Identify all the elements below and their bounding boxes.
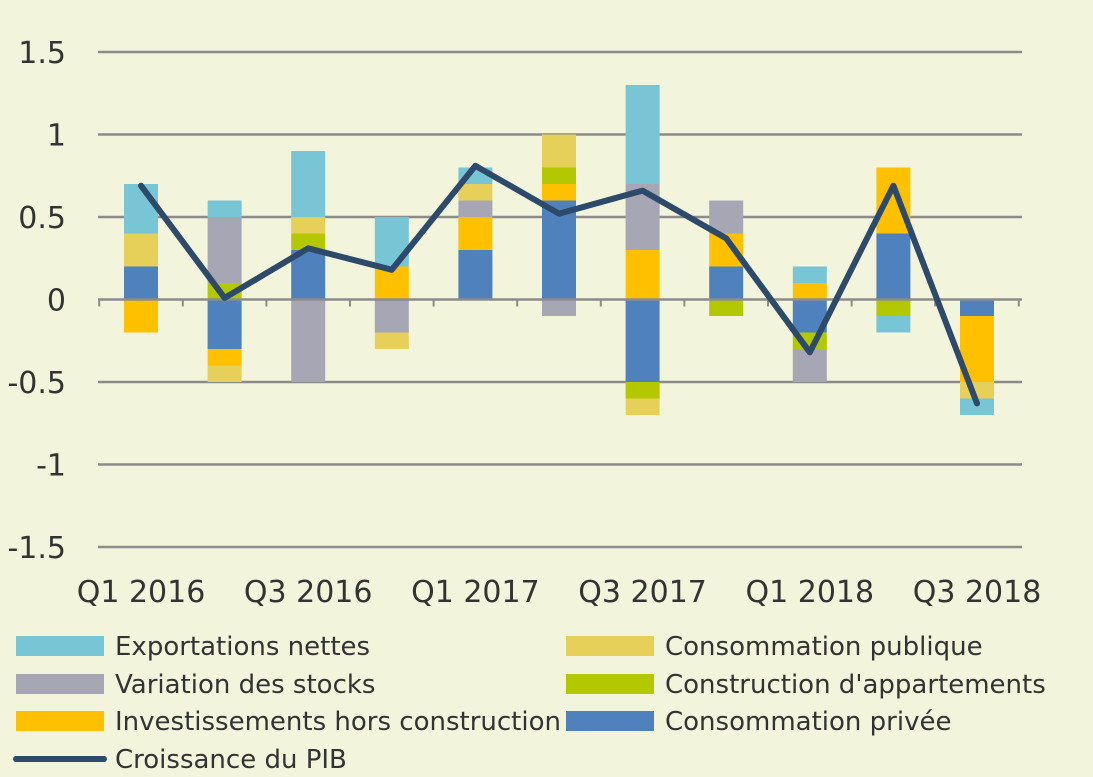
- legend-item: Investissements hors construction: [16, 707, 561, 737]
- bar-segment: [124, 233, 158, 267]
- bar-segment: [124, 299, 158, 333]
- bar-segment: [374, 299, 409, 333]
- legend-item: Consommation publique: [566, 632, 983, 662]
- legend-label: Investissements hors construction: [115, 707, 561, 737]
- legend-item: Construction d'appartements: [566, 670, 1046, 700]
- x-tick-label: Q3 2018: [913, 575, 1042, 610]
- y-tick-label: 1: [47, 119, 66, 154]
- y-tick-label: 0: [47, 284, 66, 319]
- legend-item: Exportations nettes: [16, 632, 370, 662]
- x-tick-label: Q3 2016: [244, 575, 373, 610]
- bar-segment: [709, 266, 744, 300]
- legend-label: Variation des stocks: [115, 670, 375, 700]
- bar-segment: [124, 266, 158, 300]
- bar-segment: [542, 167, 576, 184]
- bar-segment: [542, 200, 576, 300]
- y-axis-tick-labels: 1.5 1 0.5 0 -0.5 -1 -1.5: [7, 36, 66, 566]
- bar-segment: [124, 184, 158, 234]
- bar-segment: [960, 398, 994, 415]
- legend: Exportations nettes Consommation publique…: [13, 632, 1046, 775]
- bar-segment: [207, 200, 242, 217]
- bar-segment: [458, 200, 493, 217]
- zero-axis: [98, 298, 1022, 307]
- legend-swatch: [16, 636, 104, 656]
- y-tick-label: 1.5: [18, 36, 66, 71]
- x-tick-label: Q1 2017: [411, 575, 540, 610]
- bar-segment: [207, 349, 242, 366]
- x-tick-label: Q1 2018: [746, 575, 875, 610]
- bar-segment: [458, 184, 493, 201]
- bar-segment: [960, 299, 994, 316]
- legend-item: Croissance du PIB: [13, 745, 347, 775]
- legend-swatch: [16, 674, 104, 694]
- bar-segment: [291, 233, 326, 250]
- x-tick-label: Q1 2016: [77, 575, 206, 610]
- bar-segment: [542, 299, 576, 316]
- x-tick-label: Q3 2017: [578, 575, 707, 610]
- bar-segment: [625, 250, 660, 300]
- legend-swatch: [566, 711, 654, 731]
- bar-segment: [709, 299, 744, 316]
- bar-segment: [542, 134, 576, 168]
- bar-segment: [792, 283, 827, 300]
- bar-segment: [876, 299, 911, 316]
- bar-segment: [876, 233, 911, 300]
- y-tick-label: -1: [36, 449, 66, 484]
- bar-segment: [709, 200, 744, 234]
- bar-segment: [207, 365, 242, 382]
- bar-segment: [876, 316, 911, 333]
- y-tick-label: -1.5: [7, 531, 66, 566]
- bar-segment: [291, 299, 326, 382]
- legend-label: Consommation privée: [665, 707, 951, 737]
- gdp-growth-polyline: [138, 162, 980, 407]
- gdp-growth-line: [138, 162, 980, 407]
- bar-segment: [207, 217, 242, 283]
- bar-segment: [374, 332, 409, 349]
- bar-segment: [542, 184, 576, 201]
- bar-segment: [625, 398, 660, 415]
- legend-label: Exportations nettes: [115, 632, 370, 662]
- legend-swatch: [566, 674, 654, 694]
- y-tick-label: -0.5: [7, 366, 66, 401]
- bar-segment: [291, 151, 326, 217]
- legend-label: Croissance du PIB: [115, 745, 347, 775]
- bar-segment: [625, 299, 660, 382]
- bar-segment: [291, 217, 326, 234]
- bar-segment: [458, 250, 493, 300]
- x-axis-tick-labels: Q1 2016 Q3 2016 Q1 2017 Q3 2017 Q1 2018 Q3 20…: [77, 575, 1042, 610]
- legend-item: Consommation privée: [566, 707, 951, 737]
- legend-item: Variation des stocks: [16, 670, 375, 700]
- bar-segment: [458, 217, 493, 250]
- bar-segment: [625, 85, 660, 184]
- legend-swatch: [566, 636, 654, 656]
- bar-segment: [625, 382, 660, 399]
- bar-segment: [207, 299, 242, 349]
- y-tick-label: 0.5: [18, 201, 66, 236]
- bar-segment: [792, 266, 827, 283]
- legend-label: Consommation publique: [665, 632, 983, 662]
- legend-swatch: [16, 711, 104, 731]
- legend-label: Construction d'appartements: [665, 670, 1046, 700]
